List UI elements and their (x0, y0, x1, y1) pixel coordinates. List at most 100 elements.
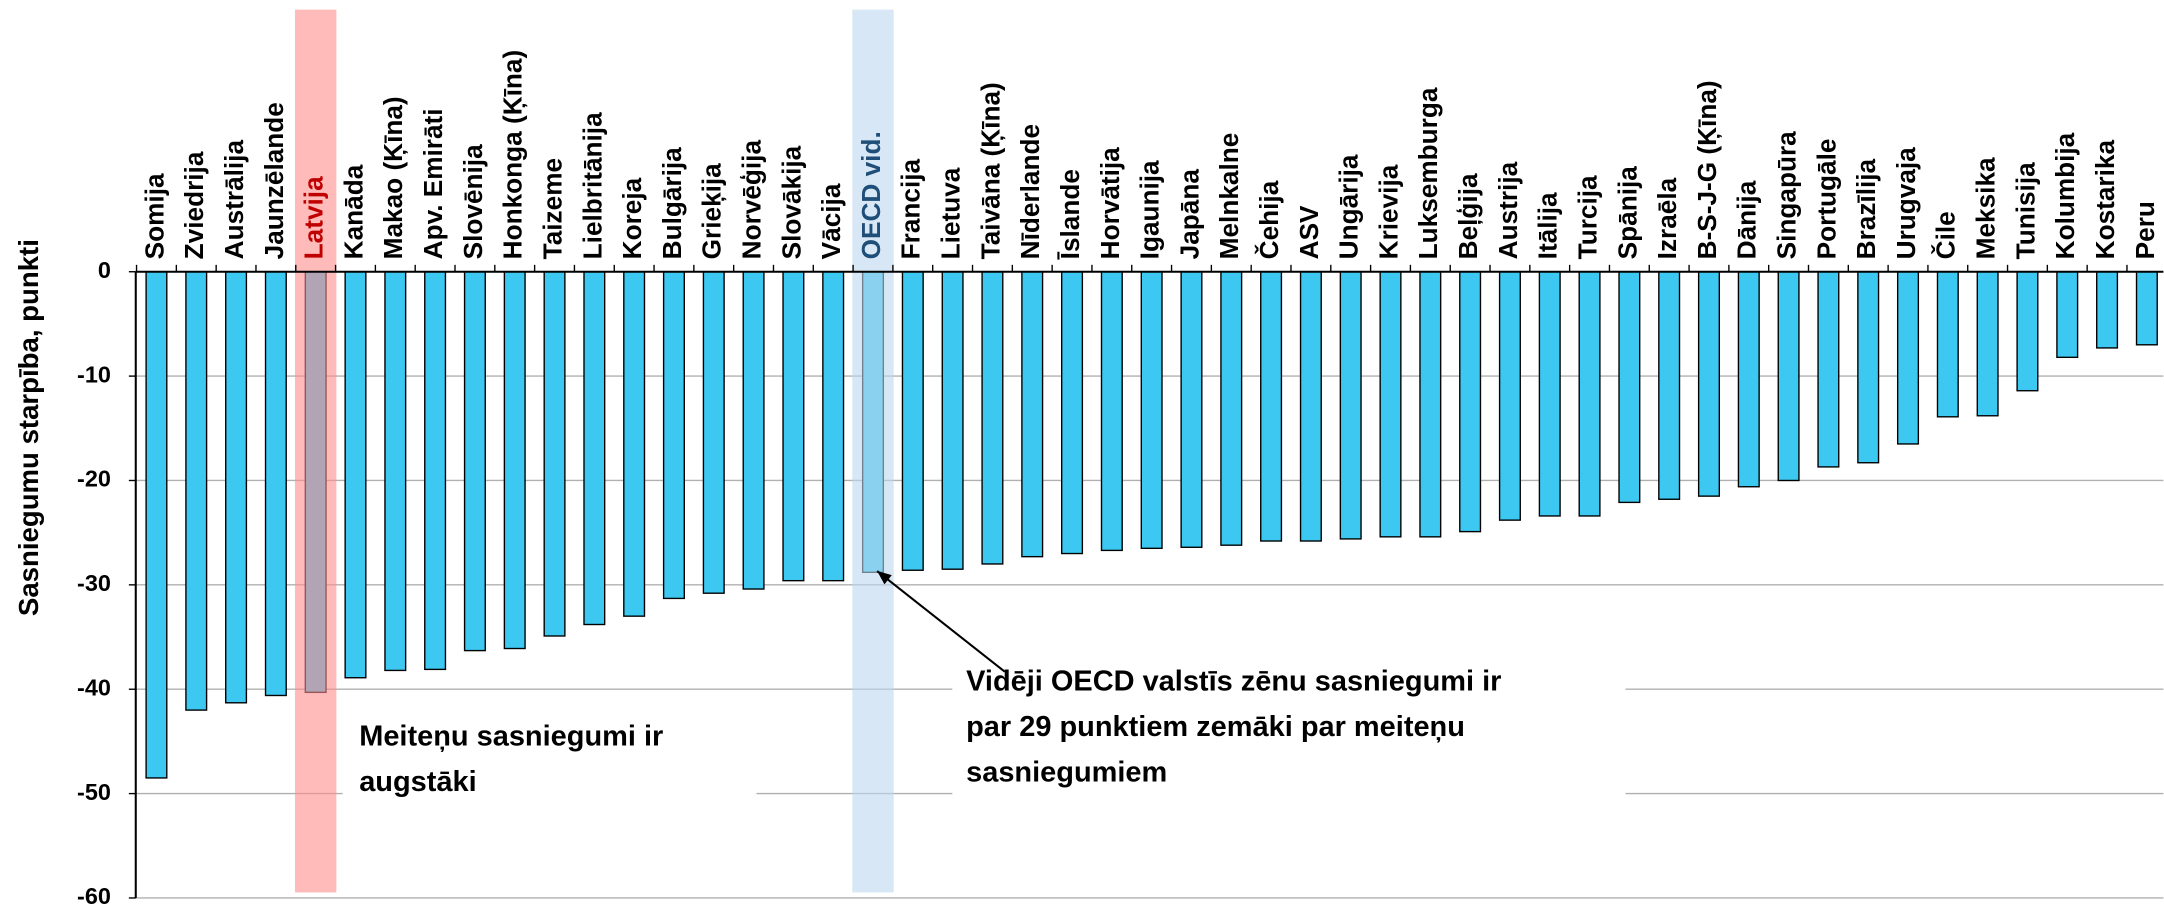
bar (1140, 271, 1163, 550)
bar (2016, 271, 2039, 392)
x-tick-label: Kostarika (2090, 140, 2120, 260)
x-tick-label: Koreja (617, 177, 647, 259)
x-tick-label: Makao (Ķīna) (378, 96, 408, 259)
bar (424, 271, 447, 671)
bar (264, 271, 287, 697)
x-tick-label: Brazīlija (1851, 158, 1881, 259)
x-tick-label: Kanāda (338, 164, 368, 259)
x-tick-label: Urugvaja (1891, 147, 1921, 259)
x-tick-label: B-S-J-G (Ķīna) (1692, 80, 1722, 259)
bar (583, 271, 606, 626)
bar (1260, 271, 1283, 542)
bar (1658, 271, 1681, 500)
bar (623, 271, 646, 617)
arrow-head (877, 571, 892, 585)
annotation-text: par 29 punktiem zemāki par meiteņu (966, 711, 1465, 743)
bar (1618, 271, 1641, 504)
bar (543, 271, 566, 637)
x-tick-label: Luksemburga (1413, 87, 1443, 259)
bar (1021, 271, 1044, 558)
x-tick-label: Portugāle (1811, 139, 1841, 260)
x-tick-label: Norvēģija (736, 140, 766, 260)
x-tick-label: Īslande (1055, 169, 1085, 260)
x-tick-label: Dānija (1732, 180, 1762, 259)
x-tick-label: Lietuva (936, 167, 966, 259)
bar (185, 271, 208, 711)
bar (2056, 271, 2079, 359)
y-tick-label: -10 (77, 361, 111, 387)
y-axis-label: Sasniegumu starpība, punkti (13, 239, 44, 616)
bar (1061, 271, 1084, 555)
x-tick-label: Taivāna (Ķīna) (975, 82, 1005, 259)
x-tick-label: Itālija (1533, 192, 1563, 259)
bar (782, 271, 805, 582)
highlight-band (852, 9, 894, 893)
bar (145, 271, 168, 779)
bar (901, 271, 924, 571)
bar (1339, 271, 1362, 540)
x-tick-label: Grieķija (697, 163, 727, 260)
bar (1379, 271, 1402, 538)
x-tick-label: Nīderlande (1015, 124, 1045, 259)
x-tick-label: Krievija (1373, 164, 1403, 259)
bar (1578, 271, 1601, 517)
bar (1419, 271, 1442, 538)
x-tick-label: Francija (896, 158, 926, 259)
y-tick-label: -60 (77, 883, 111, 909)
x-tick-label: Čile (1931, 211, 1961, 259)
x-tick-label: Melnkalne (1214, 133, 1244, 260)
x-tick-label: Jaunzēlande (259, 102, 289, 259)
x-tick-label: Čehija (1254, 180, 1284, 259)
x-tick-label: Zviedrija (179, 151, 209, 259)
x-tick-label: Kolumbija (2050, 132, 2080, 259)
bar (981, 271, 1004, 565)
x-tick-label: Horvātija (1095, 147, 1125, 259)
bar (702, 271, 725, 594)
y-tick-label: -50 (77, 779, 111, 805)
bar (1896, 271, 1920, 445)
x-tick-label: ASV (1294, 205, 1324, 259)
x-tick-label: Somija (139, 173, 169, 259)
x-tick-label: Honkonga (Ķīna) (498, 50, 528, 259)
x-tick-label: Slovākija (776, 145, 806, 259)
bar (1936, 271, 1959, 418)
bar (941, 271, 964, 570)
x-tick-label: Peru (2130, 201, 2160, 259)
bar (1220, 271, 1243, 546)
x-tick-label: Ungārija (1334, 154, 1364, 259)
bar (344, 271, 367, 679)
x-tick-label: Latvija (299, 176, 329, 259)
bar (742, 271, 765, 590)
bar (1817, 271, 1840, 468)
x-tick-label: Vācija (816, 183, 846, 259)
y-tick-label: 0 (98, 257, 111, 283)
bar (384, 271, 407, 672)
x-tick-label: Japāna (1174, 169, 1204, 260)
x-tick-label: Spānija (1612, 166, 1642, 260)
annotation-text: Vidēji OECD valstīs zēnu sasniegumi ir (966, 665, 1501, 697)
x-tick-label: Tunisija (2010, 162, 2040, 259)
bar (1976, 271, 1999, 417)
x-tick-label: Lielbritānija (577, 112, 607, 259)
x-tick-label: Igaunija (1135, 160, 1165, 259)
highlight-band (294, 9, 337, 893)
bar (1299, 271, 1322, 542)
bar (662, 271, 685, 600)
bar (2135, 271, 2158, 346)
x-tick-label: Austrālija (219, 140, 249, 260)
annotation-text: sasniegumiem (966, 756, 1167, 788)
x-tick-label: Singapūra (1772, 131, 1802, 259)
bar (1459, 271, 1482, 533)
x-tick-label: Slovēnija (458, 144, 488, 259)
x-tick-label: OECD vid. (856, 131, 886, 259)
bar (1180, 271, 1203, 548)
annotation-text: Meiteņu sasniegumi ir (359, 721, 663, 753)
bar (1857, 271, 1880, 464)
arrow (876, 570, 1006, 673)
bar (1100, 271, 1123, 552)
annotation-box (342, 710, 757, 813)
bar (1777, 271, 1800, 482)
bar (225, 271, 248, 704)
y-tick-label: -30 (77, 570, 111, 596)
